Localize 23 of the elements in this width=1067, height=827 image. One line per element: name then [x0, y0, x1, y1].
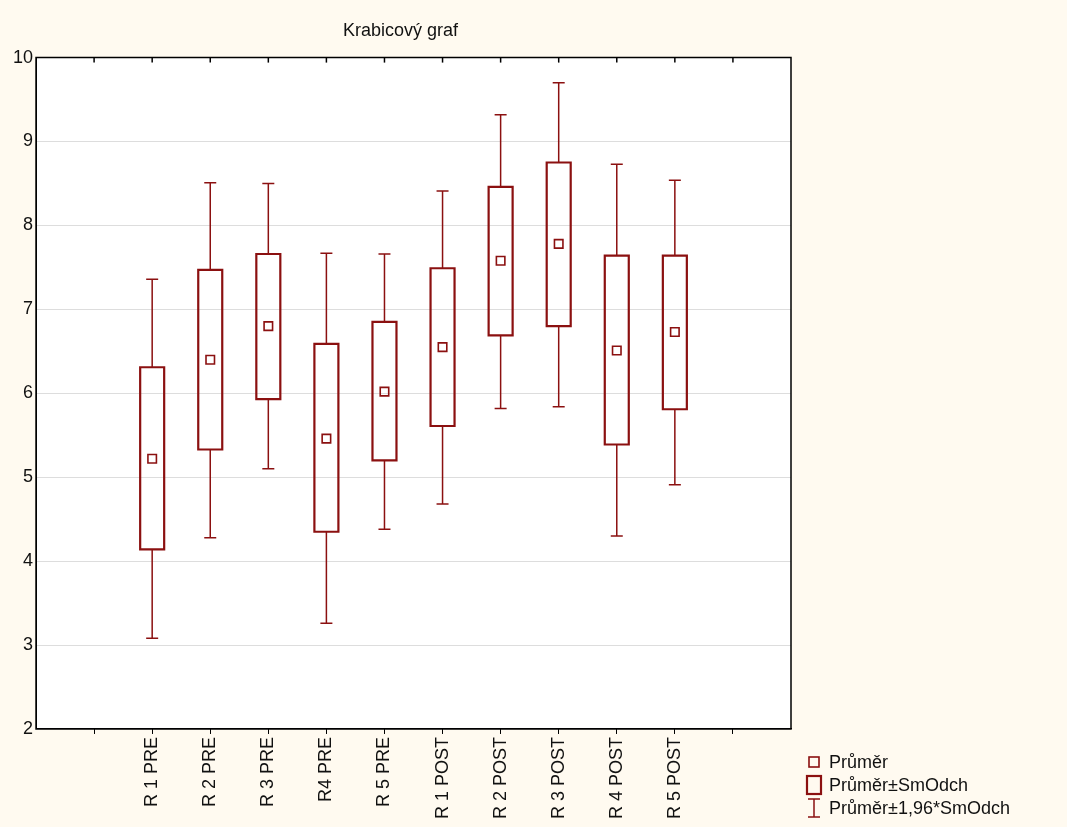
- y-tick-label: 7: [23, 298, 34, 319]
- y-tick-label: 2: [23, 717, 34, 738]
- x-tick-label: R 4 POST: [605, 736, 626, 820]
- x-tick-label: R 1 POST: [431, 736, 452, 820]
- y-tick-label: 3: [23, 634, 34, 655]
- x-tick-label: R4 PRE: [315, 736, 336, 803]
- chart-title: Krabicový graf: [342, 19, 460, 40]
- y-tick-label: 8: [23, 214, 34, 235]
- text: Průměr±SmOdch: [829, 774, 968, 796]
- x-tick-label: R 2 PRE: [199, 736, 220, 808]
- y-tick-label: 6: [23, 382, 34, 403]
- x-tick-label: R 5 PRE: [373, 736, 394, 808]
- x-tick-label: R 1 PRE: [141, 736, 162, 808]
- x-tick-label: R 3 PRE: [257, 736, 278, 808]
- y-tick-label: 4: [23, 550, 34, 571]
- y-tick-label: 5: [23, 466, 34, 487]
- x-tick-label: R 5 POST: [663, 736, 684, 820]
- x-tick-label: R 2 POST: [489, 736, 510, 820]
- x-tick-label: R 3 POST: [547, 736, 568, 820]
- text: Průměr±1,96*SmOdch: [829, 797, 1010, 819]
- y-tick-label: 10: [12, 46, 34, 67]
- y-tick-label: 9: [23, 130, 34, 151]
- text: Průměr: [829, 751, 889, 773]
